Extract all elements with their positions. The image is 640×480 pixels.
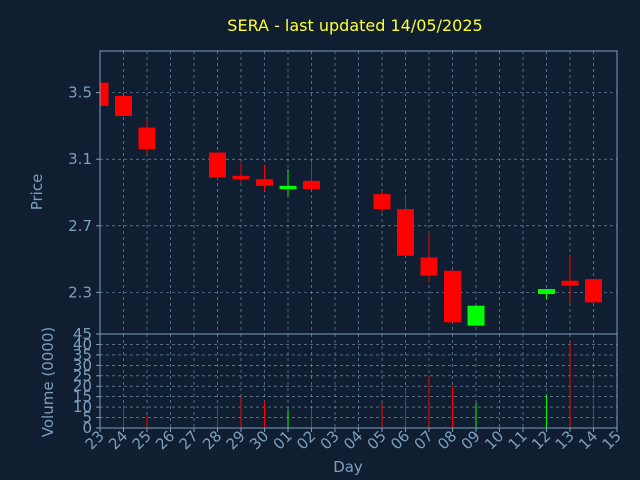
x-tick-label: 26 (152, 427, 178, 453)
x-tick-label: 27 (176, 427, 202, 453)
x-axis-label: Day (333, 458, 363, 476)
x-tick-label: 10 (481, 427, 507, 453)
candle (420, 232, 438, 283)
candle (538, 289, 555, 300)
volume-grid (99, 333, 618, 429)
candle (561, 255, 579, 303)
volume-tick-label: 35 (73, 346, 92, 364)
candle (99, 82, 109, 106)
candle (303, 162, 320, 190)
volume-tick-label: 45 (73, 325, 92, 343)
candle-body (115, 95, 132, 116)
chart-title: SERA - last updated 14/05/2025 (227, 16, 482, 35)
x-tick-label: 05 (364, 427, 390, 453)
candle-body (467, 305, 485, 326)
candle (256, 165, 273, 191)
x-tick-label: 06 (387, 427, 413, 453)
candle-body (100, 82, 109, 106)
candle-body (444, 270, 461, 323)
candle-body (256, 179, 273, 186)
x-tick-label: 24 (105, 427, 131, 453)
x-tick-label: 14 (575, 427, 601, 453)
candle-body (561, 280, 579, 286)
x-tick-label: 25 (129, 427, 155, 453)
volume-tick-label: 40 (73, 335, 92, 353)
x-tick-label: 28 (199, 427, 225, 453)
x-tick-label: 01 (270, 427, 296, 453)
volume-tick-label: 30 (73, 356, 92, 374)
candle (138, 119, 156, 155)
x-tick-label: 02 (293, 427, 319, 453)
candle (444, 270, 461, 323)
x-tick-label: 09 (458, 427, 484, 453)
candle-body (232, 175, 250, 180)
x-tick-label: 03 (317, 427, 343, 453)
price-tick-label: 2.7 (68, 217, 92, 235)
candle-body (373, 194, 391, 210)
volume-tick-label: 15 (73, 388, 92, 406)
price-series (99, 82, 602, 326)
candle-body (209, 152, 226, 178)
candle (232, 162, 250, 183)
candle-body (138, 127, 156, 150)
x-tick-label: 12 (528, 427, 554, 453)
price-tick-label: 3.5 (68, 84, 92, 102)
price-axis-label: Price (28, 174, 46, 211)
candle-body (279, 185, 297, 190)
volume-tick-label: 10 (73, 398, 92, 416)
candle-body (303, 180, 320, 190)
volume-tick-label: 25 (73, 367, 92, 385)
candle (467, 305, 485, 326)
candle-body (397, 209, 414, 256)
volume-series (123, 342, 594, 428)
candle (279, 169, 297, 196)
price-tick-label: 2.3 (68, 283, 92, 301)
volume-tick-label: 0 (82, 419, 92, 437)
x-tick-label: 15 (599, 427, 625, 453)
volume-tick-label: 5 (82, 409, 92, 427)
x-tick-label: 29 (223, 427, 249, 453)
volume-axis-label: Volume (0000) (39, 327, 57, 437)
candle (585, 279, 602, 303)
candle-body (538, 289, 555, 295)
x-tick-label: 04 (340, 427, 366, 453)
candle (373, 190, 391, 213)
x-tick-label: 11 (505, 427, 531, 453)
x-tick-label: 30 (246, 427, 272, 453)
x-tick-label: 08 (434, 427, 460, 453)
candle-body (585, 279, 602, 303)
candle-body (420, 257, 438, 276)
x-tick-label: 07 (411, 427, 437, 453)
candle (397, 195, 414, 256)
candle (209, 152, 226, 180)
volume-plot-frame (99, 333, 618, 429)
volume-tick-label: 20 (73, 377, 92, 395)
candle (115, 95, 132, 116)
price-tick-label: 3.1 (68, 150, 92, 168)
x-tick-label: 13 (552, 427, 578, 453)
